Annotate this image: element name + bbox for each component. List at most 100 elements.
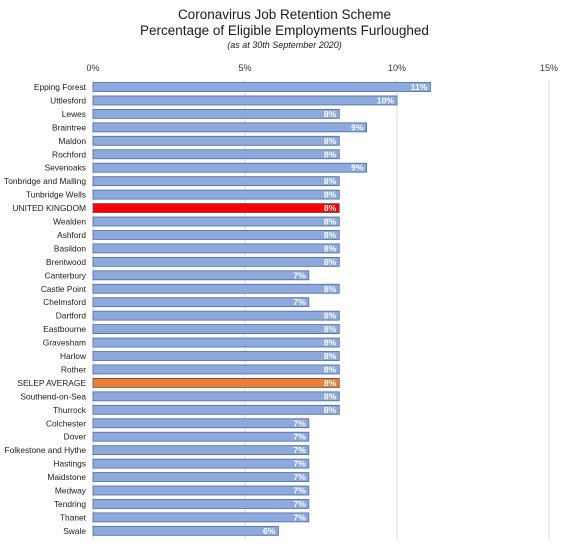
data-label: 8%: [324, 217, 337, 227]
chart-note: (as at 30th September 2020): [227, 40, 342, 50]
data-label: 8%: [324, 190, 337, 200]
category-label: Brentwood: [46, 257, 86, 267]
data-label: 9%: [351, 122, 364, 132]
category-label: UNITED KINGDOM: [12, 203, 86, 213]
data-label: 7%: [293, 297, 306, 307]
data-label: 8%: [324, 149, 337, 159]
data-label: 8%: [324, 378, 337, 388]
data-label: 7%: [293, 486, 306, 496]
category-label: Tunbridge Wells: [26, 190, 86, 200]
bar: [92, 445, 310, 456]
bar: [92, 149, 340, 160]
bar: [92, 324, 340, 335]
bar: [92, 95, 398, 106]
data-label: 8%: [324, 230, 337, 240]
data-label: 8%: [324, 284, 337, 294]
data-label: 7%: [293, 472, 306, 482]
data-label: 8%: [324, 176, 337, 186]
bar: [92, 230, 340, 240]
data-label: 7%: [293, 270, 306, 280]
category-label: Maidstone: [47, 472, 86, 482]
bar: [92, 337, 340, 348]
category-label: Swale: [63, 526, 86, 536]
data-label: 8%: [324, 338, 337, 348]
category-label: Basildon: [54, 243, 86, 253]
category-label: Chelmsford: [43, 297, 86, 307]
category-label: Harlow: [60, 351, 87, 361]
category-label: Ashford: [57, 230, 86, 240]
chart-subtitle: Percentage of Eligible Employments Furlo…: [140, 23, 429, 38]
category-label: Eastbourne: [43, 324, 86, 334]
data-label: 7%: [293, 459, 306, 469]
data-label: 8%: [324, 351, 337, 361]
bar: [92, 377, 340, 388]
bar: [92, 256, 340, 267]
bar: [92, 310, 340, 321]
data-label: 7%: [293, 499, 306, 509]
data-label: 8%: [324, 109, 337, 119]
category-label: SELEP AVERAGE: [17, 378, 86, 388]
bar: [92, 122, 368, 133]
bar: [92, 203, 340, 213]
data-label: 7%: [293, 432, 306, 442]
category-label: Maldon: [59, 136, 87, 146]
category-label: Canterbury: [45, 270, 87, 280]
data-label: 10%: [377, 95, 395, 105]
bar: [92, 176, 340, 187]
x-tick-label: 0%: [86, 63, 99, 73]
bar: [92, 243, 340, 254]
x-tick-label: 10%: [388, 63, 406, 73]
bar: [92, 458, 310, 469]
category-label: Colchester: [46, 418, 86, 428]
category-label: Medway: [55, 486, 87, 496]
category-label: Braintree: [52, 122, 86, 132]
category-label: Epping Forest: [34, 82, 87, 92]
data-label: 6%: [263, 526, 276, 536]
data-label: 8%: [324, 364, 337, 374]
data-label: 8%: [324, 136, 337, 146]
bar: [92, 82, 431, 92]
bar: [92, 472, 310, 482]
bar: [92, 297, 310, 308]
data-label: 8%: [324, 324, 337, 334]
category-label: Rochford: [52, 149, 86, 159]
bar: [92, 283, 340, 294]
category-label: Dartford: [56, 311, 87, 321]
data-label: 11%: [411, 82, 428, 92]
bar: [92, 525, 279, 536]
data-label: 9%: [351, 163, 364, 173]
bar: [92, 364, 340, 375]
x-tick-label: 5%: [238, 63, 251, 73]
data-label: 8%: [324, 203, 337, 213]
bar: [92, 431, 310, 442]
category-label: Castle Point: [41, 284, 87, 294]
bar: [92, 135, 340, 146]
bar: [92, 391, 340, 402]
category-label: Gravesham: [43, 338, 86, 348]
category-label: Wealden: [53, 217, 86, 227]
data-label: 7%: [293, 418, 306, 428]
bar: [92, 404, 340, 415]
data-label: 8%: [324, 391, 337, 401]
chart-title: Coronavirus Job Retention Scheme: [177, 7, 392, 22]
data-label: 8%: [324, 405, 337, 415]
data-label: 7%: [293, 445, 306, 455]
category-label: Rother: [61, 364, 86, 374]
category-label: Thurrock: [53, 405, 87, 415]
bar: [92, 270, 310, 281]
bar: [92, 189, 340, 200]
bar: [92, 216, 340, 227]
bar: [92, 499, 310, 509]
category-label: Thanet: [60, 512, 87, 522]
data-label: 8%: [324, 243, 337, 253]
bar: [92, 162, 368, 173]
bar: [92, 351, 340, 361]
data-label: 7%: [293, 512, 306, 522]
bar: [92, 485, 310, 496]
category-label: Hastings: [53, 459, 86, 469]
data-label: 8%: [324, 257, 337, 267]
bar: [92, 512, 310, 523]
category-label: Tonbridge and Malling: [4, 176, 86, 186]
category-label: Sevenoaks: [45, 163, 86, 173]
